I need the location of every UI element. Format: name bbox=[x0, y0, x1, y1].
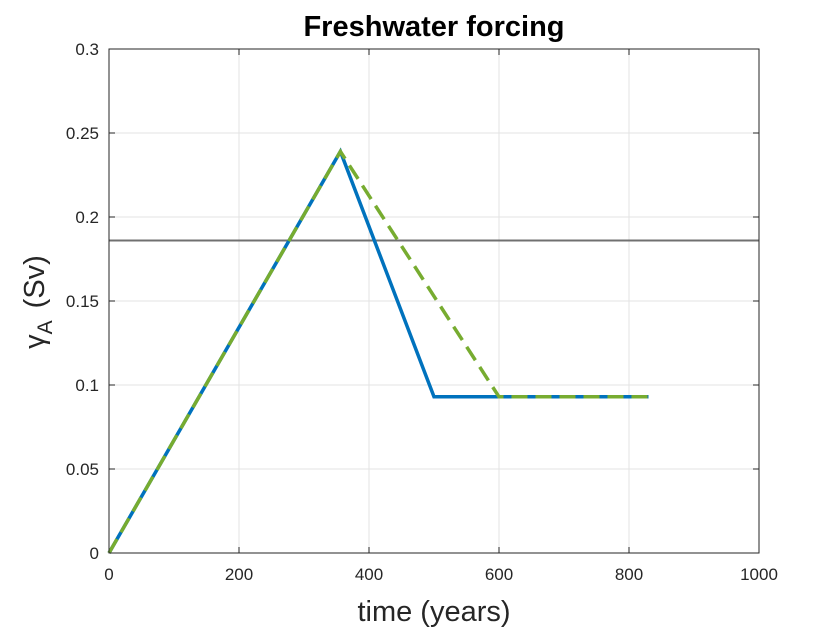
x-tick-label: 600 bbox=[485, 565, 513, 584]
y-tick-label: 0.25 bbox=[66, 124, 99, 143]
y-tick-label: 0.15 bbox=[66, 292, 99, 311]
y-tick-label: 0.3 bbox=[75, 40, 99, 59]
y-axis-label: γA (Sv) bbox=[19, 255, 57, 349]
y-axis-symbol: γ bbox=[19, 334, 51, 349]
y-tick-label: 0.05 bbox=[66, 460, 99, 479]
y-tick-label: 0.1 bbox=[75, 376, 99, 395]
grid-layer bbox=[109, 49, 759, 553]
axis-layer: 0 200 400 600 800 1000 0 0.05 0.1 0.15 0.2 0.25 0.3 bbox=[66, 40, 778, 584]
x-tick-label: 200 bbox=[225, 565, 253, 584]
y-tick-label: 0 bbox=[90, 544, 99, 563]
x-axis-label: time (years) bbox=[357, 596, 510, 628]
y-axis-subscript: A bbox=[34, 320, 57, 334]
x-tick-label: 1000 bbox=[740, 565, 778, 584]
chart-title: Freshwater forcing bbox=[303, 11, 564, 43]
x-tick-label: 400 bbox=[355, 565, 383, 584]
y-axis-unit: (Sv) bbox=[19, 255, 51, 308]
x-tick-label: 0 bbox=[104, 565, 113, 584]
series-layer bbox=[107, 147, 649, 554]
y-tick-label: 0.2 bbox=[75, 208, 99, 227]
series-line-2 bbox=[107, 148, 649, 554]
x-tick-label: 800 bbox=[615, 565, 643, 584]
